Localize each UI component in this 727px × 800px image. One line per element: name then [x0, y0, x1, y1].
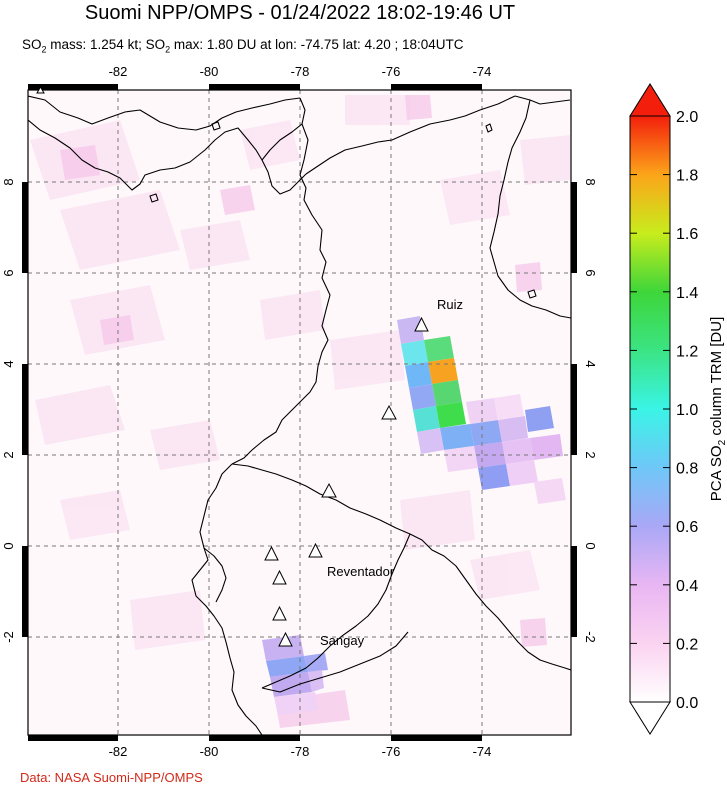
colorbar-label-prefix: PCA SO — [708, 445, 725, 501]
colorbar-ticks: 2.0 1.8 1.6 1.4 1.2 1.0 0.8 0.6 0.4 0.2 … — [676, 109, 698, 712]
lat-tick: 8 — [1, 178, 16, 185]
lon-tick: -78 — [291, 64, 310, 79]
colorbar-tick: 1.0 — [676, 402, 698, 419]
lon-ticks-bottom: -82 -80 -78 -76 -74 — [109, 744, 492, 759]
volcano-marker — [272, 569, 287, 585]
volcano-marker — [321, 482, 337, 498]
volcano-marker — [381, 404, 397, 420]
colorbar-label-suffix: column TRM [DU] — [708, 317, 725, 440]
colorbar: 2.0 1.8 1.6 1.4 1.2 1.0 0.8 0.6 0.4 0.2 … — [629, 83, 727, 735]
lon-ticks-top: -82 -80 -78 -76 -74 — [109, 64, 492, 79]
lon-tick: -82 — [109, 744, 128, 759]
lon-tick: -74 — [473, 744, 492, 759]
colorbar-tick: 1.2 — [676, 343, 698, 360]
lat-tick: 8 — [583, 178, 598, 185]
so2-subscript: 2 — [41, 44, 47, 55]
volcano-marker — [36, 86, 45, 94]
volcano-label-sangay: Sangay — [320, 633, 365, 648]
volcano-marker — [264, 545, 279, 561]
colorbar-bottom-arrow — [629, 701, 671, 735]
data-credit: Data: NASA Suomi-NPP/OMPS — [20, 770, 203, 785]
lat-tick: 4 — [1, 360, 16, 367]
so2-pixels — [30, 95, 570, 728]
lat-tick: -2 — [1, 631, 16, 643]
lat-tick: -2 — [583, 631, 598, 643]
lon-tick: -76 — [382, 744, 401, 759]
mass-text: mass: 1.254 kt; SO — [46, 37, 166, 52]
colorbar-tick: 0.2 — [676, 636, 698, 653]
volcano-markers — [36, 86, 429, 647]
lat-tick: 4 — [583, 360, 598, 367]
lon-tick: -80 — [200, 64, 219, 79]
colorbar-tick: 2.0 — [676, 109, 698, 126]
colorbar-tick: 1.4 — [676, 285, 698, 302]
colorbar-label: PCA SO2 column TRM [DU] — [708, 317, 727, 502]
max-text: max: 1.80 DU at lon: -74.75 lat: 4.20 ; … — [170, 37, 464, 52]
map-subtitle: SO2 mass: 1.254 kt; SO2 max: 1.80 DU at … — [22, 37, 464, 55]
volcano-marker — [272, 605, 287, 621]
lat-tick: 2 — [583, 451, 598, 458]
lon-tick: -78 — [291, 744, 310, 759]
colorbar-tick: 0.8 — [676, 461, 698, 478]
lon-tick: -80 — [200, 744, 219, 759]
so2-text: SO — [22, 37, 42, 52]
colorbar-top-arrow — [629, 83, 671, 117]
lat-ticks-right: 8 6 4 2 0 -2 — [583, 178, 598, 642]
so2-subscript-2: 2 — [165, 44, 171, 55]
lon-tick: -82 — [109, 64, 128, 79]
coastlines — [28, 95, 571, 735]
volcano-label-reventador: Reventador — [327, 564, 395, 579]
volcano-marker-ruiz — [414, 316, 429, 332]
volcano-marker-reventador — [308, 542, 323, 558]
lat-ticks-left: 8 6 4 2 0 -2 — [1, 178, 16, 642]
colorbar-label-sub: 2 — [717, 439, 727, 445]
colorbar-tick: 1.6 — [676, 226, 698, 243]
volcano-marker-sangay — [278, 631, 293, 647]
colorbar-tick: 0.0 — [676, 695, 698, 712]
lon-tick: -76 — [382, 64, 401, 79]
map-title: Suomi NPP/OMPS - 01/24/2022 18:02-19:46 … — [84, 2, 516, 24]
volcano-label-ruiz: Ruiz — [437, 297, 463, 312]
lat-tick: 6 — [1, 269, 16, 276]
lat-tick: 0 — [583, 542, 598, 549]
colorbar-tick: 0.6 — [676, 519, 698, 536]
lon-tick: -74 — [473, 64, 492, 79]
colorbar-tick: 0.4 — [676, 578, 698, 595]
lat-tick: 6 — [583, 269, 598, 276]
lat-tick: 2 — [1, 451, 16, 458]
colorbar-tick: 1.8 — [676, 168, 698, 185]
lat-tick: 0 — [1, 542, 16, 549]
map-border-bars — [22, 84, 577, 741]
